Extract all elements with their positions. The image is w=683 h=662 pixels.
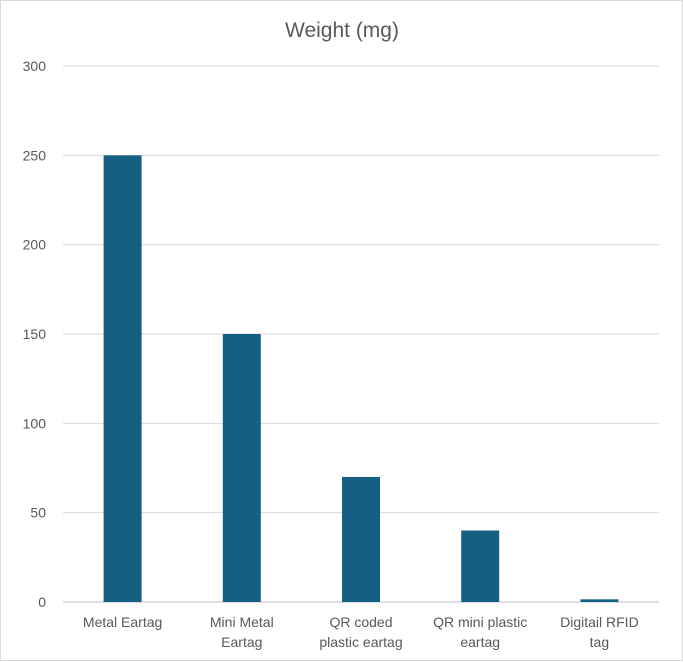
x-category-label: QR mini plastic eartag (433, 614, 527, 650)
y-tick-label: 100 (23, 415, 47, 431)
y-tick-label: 150 (23, 326, 47, 342)
y-tick-label: 200 (23, 237, 47, 253)
x-axis-labels: Metal Eartag Mini Metal Eartag QR coded plas… (83, 614, 639, 650)
y-tick-label: 300 (23, 58, 47, 74)
y-tick-label: 0 (38, 594, 46, 610)
bar (461, 530, 500, 602)
x-category-label: Digitail RFID tag (560, 614, 639, 650)
x-category-label: QR coded plastic eartag (319, 614, 402, 650)
bar (580, 599, 619, 602)
gridlines (63, 65, 659, 603)
bar (103, 155, 142, 603)
bars (103, 155, 619, 603)
y-tick-label: 250 (23, 147, 47, 163)
bar (342, 476, 380, 602)
y-axis-ticks: 0 50 100 150 200 250 300 (23, 58, 47, 610)
x-category-label: Mini Metal Eartag (210, 614, 274, 650)
y-tick-label: 50 (30, 505, 46, 521)
bar (222, 334, 261, 602)
chart-title: Weight (mg) (285, 19, 399, 42)
x-category-label: Metal Eartag (83, 614, 162, 630)
